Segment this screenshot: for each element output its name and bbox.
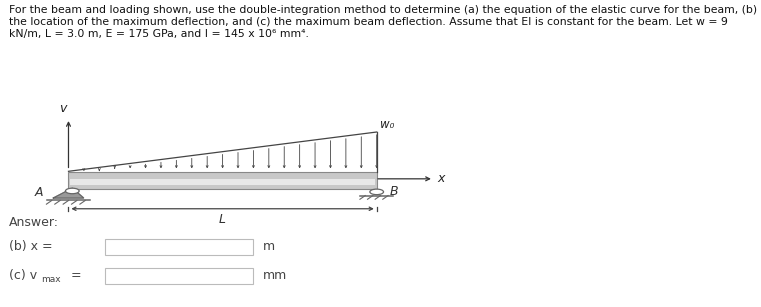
FancyBboxPatch shape xyxy=(105,239,253,255)
Text: (b) x =: (b) x = xyxy=(9,240,53,253)
Text: the location of the maximum deflection, and (c) the maximum beam deflection. Ass: the location of the maximum deflection, … xyxy=(9,17,728,27)
Text: kN/m, L = 3.0 m, E = 175 GPa, and I = 145 x 10⁶ mm⁴.: kN/m, L = 3.0 m, E = 175 GPa, and I = 14… xyxy=(9,29,309,39)
Polygon shape xyxy=(53,188,84,198)
Text: For the beam and loading shown, use the double-integration method to determine (: For the beam and loading shown, use the … xyxy=(9,5,757,15)
Text: x: x xyxy=(438,172,445,185)
Text: (c) v: (c) v xyxy=(9,270,37,282)
Circle shape xyxy=(370,189,384,195)
Text: A: A xyxy=(35,186,43,199)
Text: v: v xyxy=(59,102,66,115)
Text: m: m xyxy=(263,240,275,253)
FancyBboxPatch shape xyxy=(105,268,253,284)
Text: B: B xyxy=(390,185,398,198)
Circle shape xyxy=(65,188,79,194)
Text: Answer:: Answer: xyxy=(9,216,59,229)
Bar xyxy=(70,179,375,185)
Text: max: max xyxy=(41,274,61,284)
Text: w₀: w₀ xyxy=(380,118,394,131)
Text: L: L xyxy=(219,213,226,226)
Text: =: = xyxy=(67,270,81,282)
Bar xyxy=(68,172,377,189)
Text: mm: mm xyxy=(263,270,287,282)
